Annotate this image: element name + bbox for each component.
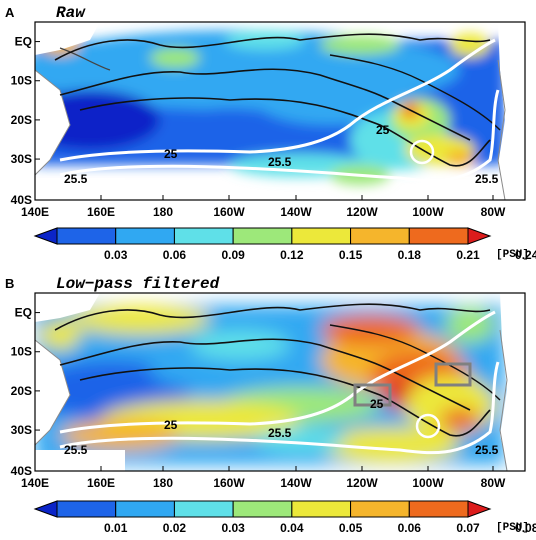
colorbar-segment xyxy=(291,227,352,245)
x-tick-label: 160W xyxy=(213,476,245,490)
x-tick-label: 140W xyxy=(280,205,312,219)
colorbar-tick-label: 0.08 xyxy=(515,521,536,535)
panel-a-contour-labels: 25 25 25.5 25.5 25.5 xyxy=(64,123,499,186)
y-tick-label: EQ xyxy=(15,35,32,49)
colorbar-segment xyxy=(350,500,410,518)
x-tick-label: 160W xyxy=(213,205,245,219)
contour-label: 25 xyxy=(376,123,390,137)
contour-label: 25.5 xyxy=(475,443,499,457)
panel-b-title: Low−pass filtered xyxy=(56,275,220,293)
contour-label: 25.5 xyxy=(475,172,499,186)
y-tick-label: 20S xyxy=(11,384,32,398)
x-tick-label: 140E xyxy=(21,476,49,490)
panel-b: B Low−pass filtered 25 25 25.5 25.5 25.5… xyxy=(5,275,536,535)
colorbar-segment xyxy=(56,227,117,245)
x-tick-label: 180 xyxy=(153,205,173,219)
x-tick-label: 140W xyxy=(280,476,312,490)
colorbar-segment xyxy=(408,227,469,245)
colorbar-segment xyxy=(173,227,234,245)
y-tick-label: 40S xyxy=(11,193,32,207)
colorbar-segment xyxy=(350,227,410,245)
colorbar-tick-label: 0.07 xyxy=(456,521,480,535)
colorbar-tick-label: 0.02 xyxy=(163,521,187,535)
panel-a-map xyxy=(35,22,525,200)
colorbar-unit: [PSU] xyxy=(496,522,529,534)
panel-a-frame xyxy=(34,21,526,201)
colorbar-segment xyxy=(115,500,175,518)
panel-b-colorbar: 0.01 0.02 0.03 0.04 0.05 0.06 0.07 0.08[PSU] xyxy=(33,500,536,535)
colorbar-tick-label: 0.09 xyxy=(221,248,245,262)
colorbar-segment xyxy=(33,500,58,518)
contour-label: 25 xyxy=(370,397,384,411)
colorbar-tick-label: 0.04 xyxy=(280,521,304,535)
colorbar-unit: [PSU] xyxy=(496,249,529,261)
colorbar-segment xyxy=(115,227,175,245)
panel-a-title: Raw xyxy=(56,4,86,22)
panel-b-frame xyxy=(34,292,526,472)
colorbar-segment xyxy=(232,227,293,245)
colorbar-tick-label: 0.03 xyxy=(221,521,245,535)
contour-label: 25 xyxy=(164,147,178,161)
colorbar-segment xyxy=(173,500,234,518)
colorbar-segment xyxy=(467,500,492,518)
panel-b-field xyxy=(35,305,505,465)
colorbar-tick-label: 0.05 xyxy=(339,521,363,535)
colorbar-segment xyxy=(291,500,352,518)
y-tick-label: 10S xyxy=(11,345,32,359)
contour-label: 25.5 xyxy=(268,155,292,169)
contour-label: 25.5 xyxy=(268,426,292,440)
y-tick-label: 30S xyxy=(11,423,32,437)
colorbar-tick-label: 0.18 xyxy=(398,248,422,262)
colorbar-segment xyxy=(232,500,293,518)
x-tick-label: 100W xyxy=(412,205,444,219)
panel-b-axes: 140E 160E 180 160W 140W 120W 100W 80W EQ 10S 20S 30… xyxy=(11,306,506,490)
contour-label: 25 xyxy=(164,418,178,432)
colorbar-tick-label: 0.01 xyxy=(104,521,128,535)
x-tick-label: 180 xyxy=(153,476,173,490)
colorbar-segment xyxy=(33,227,58,245)
x-tick-label: 140E xyxy=(21,205,49,219)
colorbar-tick-label: 0.03 xyxy=(104,248,128,262)
colorbar-tick-label: 0.24 xyxy=(515,248,536,262)
x-tick-label: 120W xyxy=(346,476,378,490)
y-tick-label: 10S xyxy=(11,74,32,88)
colorbar-segment xyxy=(408,500,469,518)
panel-b-label: B xyxy=(5,276,14,291)
region-box xyxy=(434,362,472,387)
x-tick-label: 80W xyxy=(481,205,506,219)
colorbar-segment xyxy=(56,500,117,518)
panel-a-axes: 140E 160E 180 160W 140W 120W 100W 80W EQ 10S 20S 30… xyxy=(11,35,506,219)
colorbar-tick-label: 0.15 xyxy=(339,248,363,262)
colorbar-tick-label: 0.12 xyxy=(280,248,304,262)
panel-a-colorbar: 0.03 0.06 0.09 0.12 0.15 0.18 0.21 0.24[PSU] xyxy=(33,227,536,262)
panel-a: A Raw 25 25 25.5 25.5 25.5 140E 160E 180 16… xyxy=(5,4,536,262)
colorbar-segment xyxy=(467,227,492,245)
x-tick-label: 120W xyxy=(346,205,378,219)
contour-label: 25.5 xyxy=(64,443,88,457)
contour-label: 25.5 xyxy=(64,172,88,186)
x-tick-label: 100W xyxy=(412,476,444,490)
colorbar-tick-label: 0.06 xyxy=(398,521,422,535)
panel-b-map xyxy=(35,293,525,471)
colorbar-tick-label: 0.21 xyxy=(456,248,480,262)
region-box xyxy=(353,383,392,407)
colorbar-tick-label: 0.06 xyxy=(163,248,187,262)
y-tick-label: 20S xyxy=(11,113,32,127)
x-tick-label: 160E xyxy=(87,476,115,490)
y-tick-label: 30S xyxy=(11,152,32,166)
x-tick-label: 80W xyxy=(481,476,506,490)
panel-a-label: A xyxy=(5,5,15,20)
panel-b-contour-labels: 25 25 25.5 25.5 25.5 xyxy=(64,397,499,457)
y-tick-label: EQ xyxy=(15,306,32,320)
y-tick-label: 40S xyxy=(11,464,32,478)
x-tick-label: 160E xyxy=(87,205,115,219)
